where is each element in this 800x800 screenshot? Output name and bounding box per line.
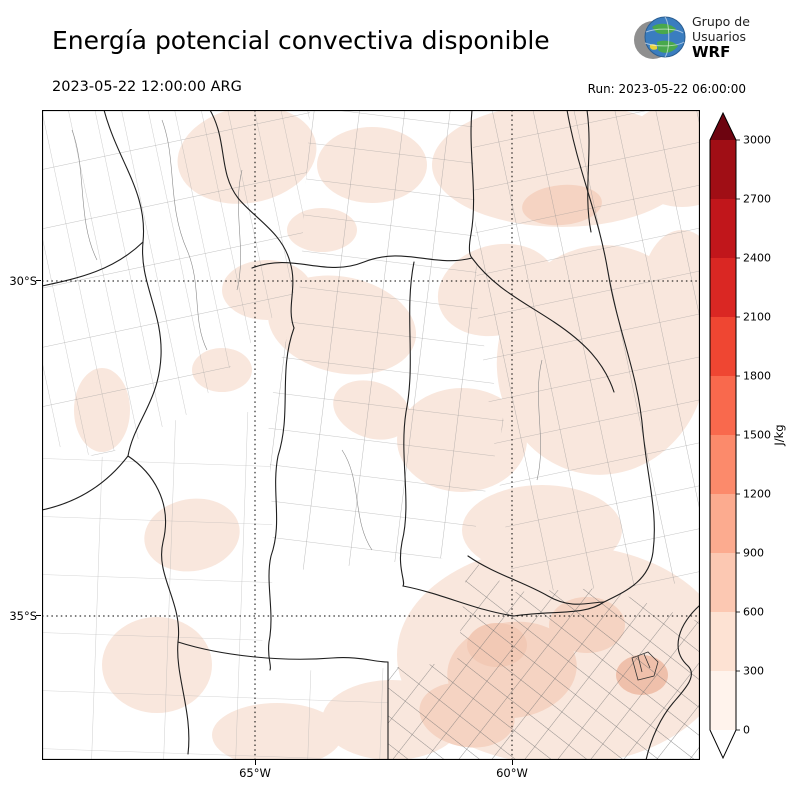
x-axis-label-65w: 65°W (239, 766, 271, 780)
colorbar-tick-labels: 3000 2700 2400 2100 1800 1500 1200 900 6… (743, 134, 771, 737)
x-axis-label-60w: 60°W (496, 766, 528, 780)
department-boundaries-layer (42, 110, 700, 760)
colorbar-segment (710, 140, 736, 199)
colorbar-segment (710, 258, 736, 317)
logo-line-1: Grupo de (692, 14, 750, 29)
colorbar-segment (710, 671, 736, 730)
colorbar-ticks (736, 139, 740, 731)
colorbar-tick-label: 1200 (743, 488, 771, 501)
colorbar-segment (710, 612, 736, 671)
colorbar: 3000 2700 2400 2100 1800 1500 1200 900 6… (709, 111, 771, 760)
y-axis-tick (36, 280, 41, 281)
colorbar-tick-label: 600 (743, 606, 764, 619)
map-canvas (42, 110, 700, 760)
y-axis-label-30s: 30°S (9, 274, 37, 288)
logo-wrf: WRF (692, 43, 731, 61)
colorbar-over-arrow (710, 113, 736, 140)
colorbar-segment (710, 494, 736, 553)
colorbar-segment (710, 199, 736, 258)
colorbar-tick-label: 3000 (743, 134, 771, 147)
metro-departments-cluster (631, 651, 659, 681)
y-axis-tick (36, 615, 41, 616)
map-frame (42, 110, 700, 760)
colorbar-segment (710, 553, 736, 612)
y-axis-label-35s: 35°S (9, 609, 37, 623)
wrf-globe-icon (634, 16, 686, 59)
x-axis-tick (512, 760, 513, 765)
colorbar-tick-label: 1800 (743, 370, 771, 383)
valid-time-label: 2023-05-22 12:00:00 ARG (52, 79, 242, 95)
colorbar-segment (710, 376, 736, 435)
logo-text: Grupo de Usuarios WRF (692, 14, 750, 60)
colorbar-tick-label: 300 (743, 665, 764, 678)
colorbar-tick-label: 2100 (743, 311, 771, 324)
colorbar-segment (710, 435, 736, 494)
colorbar-tick-label: 900 (743, 547, 764, 560)
graticule (42, 110, 700, 760)
page-title: Energía potencial convectiva disponible (52, 26, 550, 55)
colorbar-tick-label: 1500 (743, 429, 771, 442)
run-time-label: Run: 2023-05-22 06:00:00 (587, 82, 746, 96)
colorbar-tick-label: 0 (743, 724, 750, 737)
x-axis-tick (255, 760, 256, 765)
colorbar-tick-label: 2700 (743, 193, 771, 206)
colorbar-under-arrow (710, 730, 736, 758)
colorbar-tick-label: 2400 (743, 252, 771, 265)
logo-line-2: Usuarios (692, 29, 747, 44)
province-boundaries-layer (42, 110, 700, 760)
colorbar-segment (710, 317, 736, 376)
colorbar-unit-label: J/kg (772, 424, 786, 446)
